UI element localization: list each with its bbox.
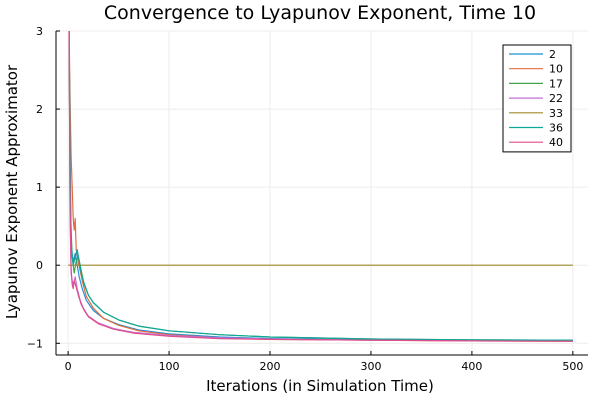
series-layer xyxy=(68,31,573,342)
series-line-10 xyxy=(68,31,573,342)
legend-label-2: 2 xyxy=(549,48,556,61)
y-tick-label: 1 xyxy=(36,181,43,194)
legend-label-33: 33 xyxy=(549,107,563,120)
y-tick-label: 0 xyxy=(36,259,43,272)
x-tick-label: 100 xyxy=(159,360,180,373)
series-line-40 xyxy=(68,31,573,342)
x-tick-label: 0 xyxy=(65,360,72,373)
series-line-22 xyxy=(68,31,573,342)
x-tick-label: 500 xyxy=(562,360,583,373)
legend-label-22: 22 xyxy=(549,92,563,105)
x-tick-label: 200 xyxy=(260,360,281,373)
y-axis-label: Lyapunov Exponent Approximator xyxy=(3,64,21,319)
series-line-36 xyxy=(68,31,573,341)
grid xyxy=(56,30,588,355)
x-tick-label: 400 xyxy=(461,360,482,373)
x-tick-label: 300 xyxy=(360,360,381,373)
y-tick-label: 3 xyxy=(36,25,43,38)
legend-label-40: 40 xyxy=(549,136,563,149)
legend-label-36: 36 xyxy=(549,122,563,135)
chart-title: Convergence to Lyapunov Exponent, Time 1… xyxy=(104,2,536,24)
legend-label-10: 10 xyxy=(549,63,563,76)
ticks: 0 100 200 300 400 500 −1 0 1 2 3 xyxy=(27,25,584,373)
axes xyxy=(55,31,588,356)
series-line-2 xyxy=(68,31,573,342)
y-tick-label: 2 xyxy=(36,103,43,116)
legend-label-17: 17 xyxy=(549,77,563,90)
y-tick-label: −1 xyxy=(27,337,43,350)
series-line-17 xyxy=(68,31,573,341)
x-axis-label: Iterations (in Simulation Time) xyxy=(206,377,434,395)
